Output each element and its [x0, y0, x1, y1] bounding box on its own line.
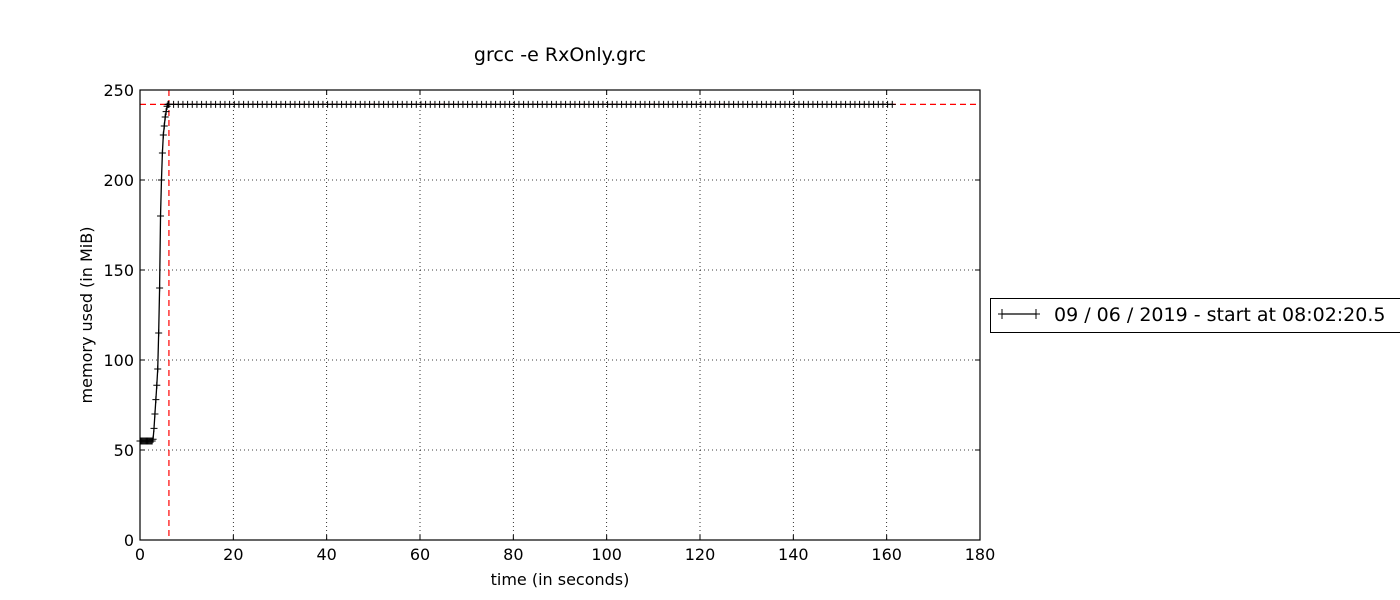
data-point-marker: [151, 410, 159, 418]
data-point-marker: [154, 365, 162, 373]
axis-ticks: 0 20 40 60 80 100 120 140 160 180 0 50 100 150 200 250: [103, 81, 995, 564]
y-tick-label: 200: [103, 171, 134, 190]
data-point-marker: [157, 212, 165, 220]
legend-entry-label: 09 / 06 / 2019 - start at 08:02:20.5: [1054, 304, 1386, 326]
x-tick-label: 40: [316, 545, 336, 564]
x-tick-label: 60: [410, 545, 430, 564]
data-point-marker: [149, 435, 157, 443]
data-point-marker: [156, 284, 164, 292]
legend-marker-right: [1032, 309, 1040, 319]
data-point-marker: [161, 113, 169, 121]
y-tick-label: 50: [114, 441, 134, 460]
y-tick-label: 150: [103, 261, 134, 280]
data-point-marker: [153, 381, 161, 389]
data-point-marker: [160, 122, 168, 130]
series-layer: [136, 100, 896, 445]
grid-lines: [140, 90, 980, 540]
y-axis-label: memory used (in MiB): [77, 227, 96, 404]
data-point-marker: [155, 329, 163, 337]
data-point-marker: [158, 149, 166, 157]
x-tick-label: 120: [685, 545, 716, 564]
x-tick-label: 140: [778, 545, 809, 564]
legend: 09 / 06 / 2019 - start at 08:02:20.5: [990, 298, 1400, 333]
data-point-marker: [888, 100, 896, 108]
x-tick-label: 20: [223, 545, 243, 564]
chart-title: grcc -e RxOnly.grc: [474, 44, 646, 66]
data-point-marker: [148, 437, 156, 445]
x-tick-label: 160: [871, 545, 902, 564]
data-point-marker: [162, 108, 170, 116]
data-point-marker: [157, 176, 165, 184]
data-point-marker: [159, 131, 167, 139]
x-tick-label: 0: [135, 545, 145, 564]
legend-marker-left: [998, 309, 1006, 319]
y-tick-label: 0: [124, 531, 134, 550]
legend-box: [990, 298, 1400, 333]
x-tick-label: 180: [965, 545, 996, 564]
x-tick-label: 100: [591, 545, 622, 564]
y-tick-label: 250: [103, 81, 134, 100]
data-point-marker: [152, 396, 160, 404]
data-point-marker: [150, 424, 158, 432]
reference-lines: [140, 90, 980, 540]
x-tick-label: 80: [503, 545, 523, 564]
series-line: [140, 103, 893, 442]
y-tick-label: 100: [103, 351, 134, 370]
plot-frame: [139, 89, 981, 541]
x-axis-label: time (in seconds): [491, 570, 630, 589]
